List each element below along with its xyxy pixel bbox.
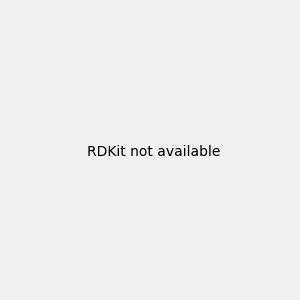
Text: RDKit not available: RDKit not available <box>87 145 220 158</box>
